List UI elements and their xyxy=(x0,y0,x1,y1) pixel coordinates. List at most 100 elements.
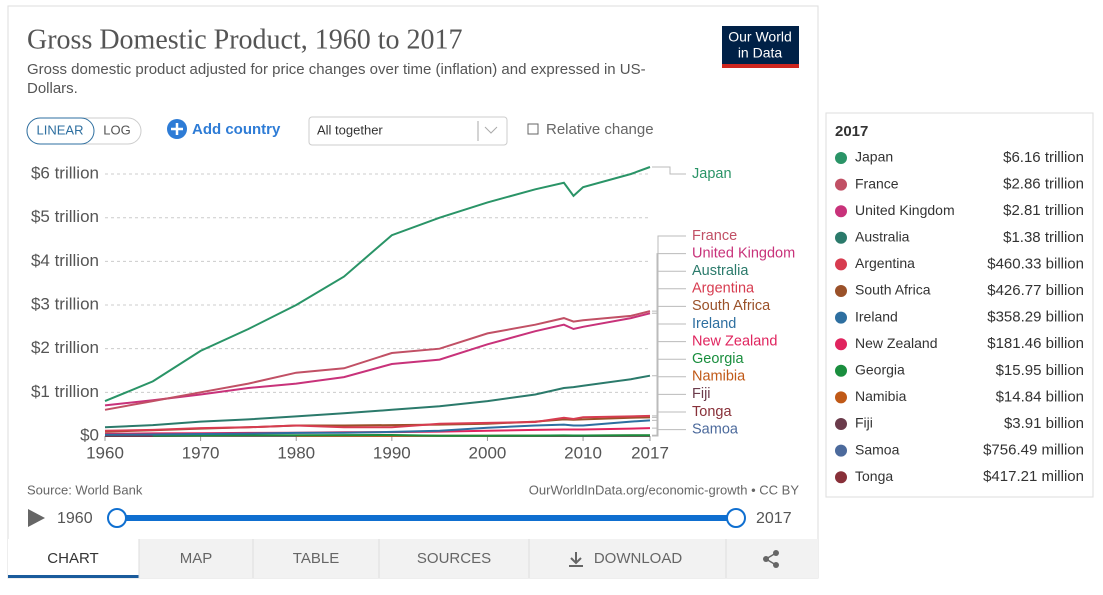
tooltip-year: 2017 xyxy=(835,123,868,140)
relative-change: Relative change xyxy=(546,121,654,138)
tab-bar xyxy=(8,539,818,578)
logo-text: in Data xyxy=(738,45,783,61)
tooltip-value: $417.21 million xyxy=(983,468,1084,485)
tooltip-name: Fiji xyxy=(855,415,873,431)
tab-underline xyxy=(8,575,139,578)
tooltip-rows: 2017 Japan $6.16 trillion France $2.86 trill… xyxy=(835,123,1084,485)
tooltip-swatch xyxy=(835,258,847,271)
tooltip-name: Ireland xyxy=(855,308,898,324)
tooltip-swatch xyxy=(835,152,847,164)
add-country[interactable]: Add country xyxy=(192,121,281,138)
tooltip-name: Tonga xyxy=(855,468,893,484)
dropdown-label: All together xyxy=(317,122,383,137)
series-line xyxy=(152,433,650,437)
tooltip-value: $460.33 billion xyxy=(987,255,1084,272)
download-icon xyxy=(569,552,583,567)
tab[interactable]: TABLE xyxy=(293,550,339,567)
x-tick-label: 1980 xyxy=(277,443,315,462)
series-line xyxy=(104,374,651,429)
series-label: Samoa xyxy=(692,421,739,437)
tooltip-value: $181.46 billion xyxy=(987,335,1084,352)
checkbox[interactable] xyxy=(527,123,539,135)
tabs: CHART MAP TABLE SOURCES DOWNLOAD xyxy=(47,539,727,578)
x-tick-label: 2010 xyxy=(564,443,602,462)
tab-active xyxy=(8,539,139,578)
logo-text: Our World xyxy=(728,29,792,45)
series-label: Japan xyxy=(692,166,732,182)
add-plus xyxy=(171,123,183,135)
tooltip-value: $2.86 trillion xyxy=(1003,176,1084,193)
dropdown[interactable] xyxy=(308,116,508,146)
series-label: Tonga xyxy=(692,404,732,420)
series-line xyxy=(104,310,651,411)
x-tick-label: 1990 xyxy=(373,443,411,462)
timeline-track xyxy=(117,515,736,521)
x-tick-label: 1960 xyxy=(86,443,124,462)
series-line xyxy=(104,312,651,407)
y-tick-label: $0 xyxy=(80,425,99,444)
tooltip-swatch xyxy=(835,231,847,244)
label-connector xyxy=(652,429,686,437)
series-label: Australia xyxy=(692,263,749,279)
tooltip-swatch xyxy=(835,178,847,191)
tooltip-name: Georgia xyxy=(855,362,905,378)
linear-button[interactable] xyxy=(26,117,95,145)
series-label: Fiji xyxy=(692,386,711,402)
chart-subtitle: Gross domestic product adjusted for pric… xyxy=(27,61,646,97)
tooltip-value: $756.49 million xyxy=(983,442,1084,459)
tab[interactable]: DOWNLOAD xyxy=(594,550,683,567)
credit: OurWorldInData.org/economic-growth • CC … xyxy=(529,482,800,497)
series-label: France xyxy=(692,228,737,244)
linear-label: LINEAR xyxy=(37,122,84,137)
dropdown-arrow xyxy=(477,121,498,141)
tooltip-name: Argentina xyxy=(855,255,915,271)
tooltip-name: Japan xyxy=(855,149,893,165)
tooltip-name: France xyxy=(855,175,899,191)
y-tick-label: $1 trillion xyxy=(31,382,99,401)
x-tick-label: 2000 xyxy=(469,443,507,462)
logo-bar xyxy=(722,64,799,68)
tooltip-value: $14.84 billion xyxy=(996,388,1084,405)
label-connector xyxy=(652,166,686,175)
y-tick-label: $5 trillion xyxy=(31,207,99,226)
tooltip-value: $358.29 billion xyxy=(987,309,1084,326)
series-label: Argentina xyxy=(692,281,755,297)
logo[interactable] xyxy=(722,26,799,66)
y-tick-label: $3 trillion xyxy=(31,295,99,314)
tooltip-value: $426.77 billion xyxy=(987,282,1084,299)
y-tick-label: $4 trillion xyxy=(31,251,99,270)
series-line xyxy=(104,414,651,432)
tab[interactable]: SOURCES xyxy=(417,550,491,567)
log-button[interactable]: LOG xyxy=(103,122,130,137)
source: Source: World Bank xyxy=(27,482,143,497)
tooltip-swatch xyxy=(835,418,847,430)
series-label: New Zealand xyxy=(692,333,777,349)
tooltip-swatch xyxy=(835,338,847,351)
tooltip-swatch xyxy=(835,205,847,218)
tooltip-value: $6.16 trillion xyxy=(1003,149,1084,166)
tooltip-swatch xyxy=(835,311,847,324)
series-label: South Africa xyxy=(692,298,771,314)
tooltip-name: United Kingdom xyxy=(855,202,955,218)
chart-card xyxy=(7,5,819,579)
tooltip-swatch xyxy=(835,391,847,404)
chart-title: Gross Domestic Product, 1960 to 2017 xyxy=(27,24,463,55)
timeline-handle[interactable] xyxy=(107,508,127,528)
tab[interactable]: MAP xyxy=(180,550,213,567)
tooltip-value: $2.81 trillion xyxy=(1003,202,1084,219)
series-line xyxy=(104,166,651,403)
label-connector xyxy=(652,253,686,314)
plot: $0 $1 trillion $2 trillion $3 trillion $4 tr… xyxy=(31,164,795,463)
timeline-start: 1960 xyxy=(57,510,93,527)
series-label: Namibia xyxy=(692,369,746,385)
play-button[interactable] xyxy=(28,509,45,527)
tooltip-swatch xyxy=(835,444,847,457)
tooltip-name: Australia xyxy=(855,229,910,245)
timeline-handle[interactable] xyxy=(726,508,746,528)
tooltip-name: South Africa xyxy=(855,282,931,298)
series-label: Ireland xyxy=(692,316,736,332)
tab[interactable]: CHART xyxy=(47,550,98,567)
tooltip-swatch xyxy=(835,285,847,297)
